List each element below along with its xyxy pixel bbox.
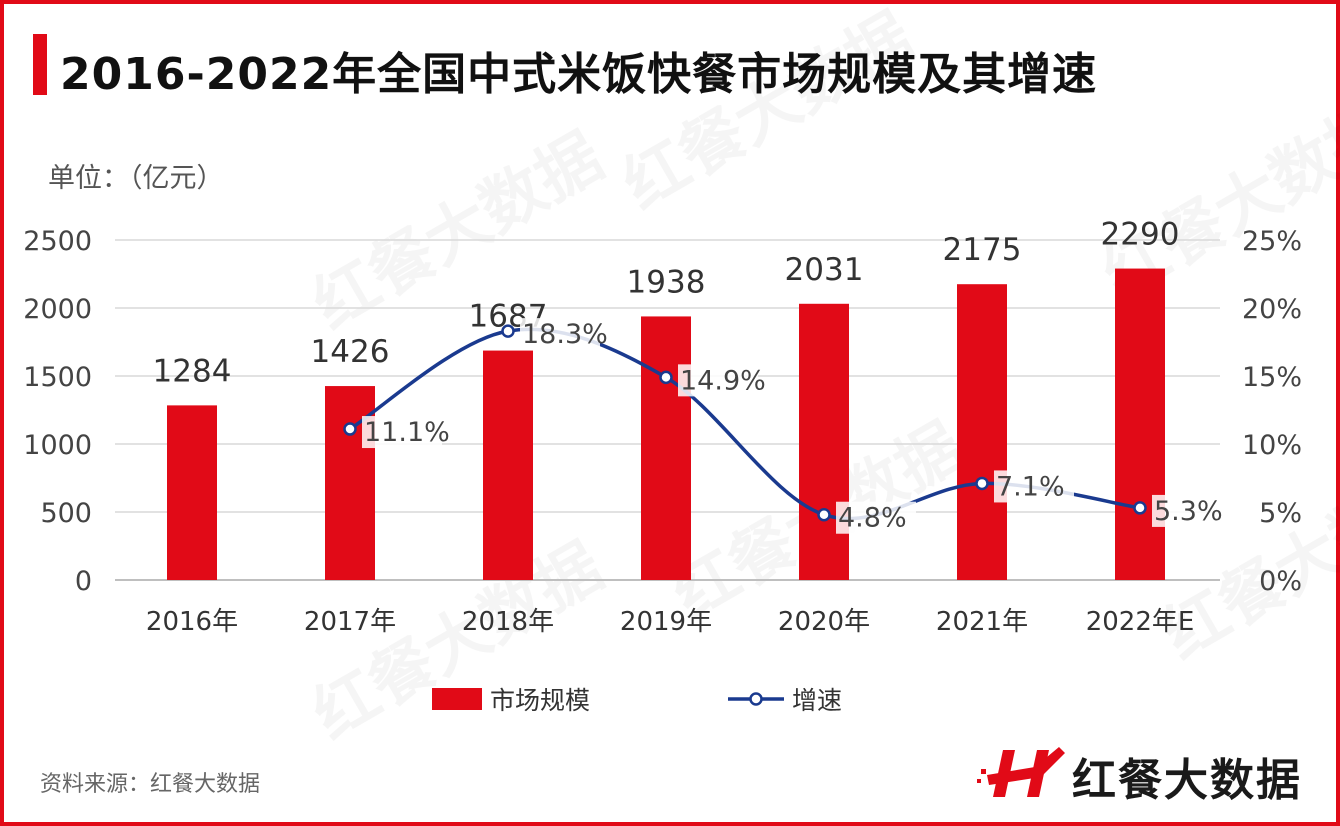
legend-line-label: 增速: [792, 686, 842, 715]
right-tick-label: 5%: [1259, 498, 1302, 529]
source-note: 资料来源：红餐大数据: [40, 772, 261, 797]
title-accent-bar: [33, 34, 47, 95]
x-tick-label: 2016年: [146, 607, 238, 637]
growth-point: [501, 324, 515, 338]
bar-value-label: 1284: [153, 353, 232, 389]
watermark: 红餐大数据: [301, 120, 615, 344]
x-tick-label: 2017年: [304, 607, 396, 637]
chart-title: 2016-2022年全国中式米饭快餐市场规模及其增速: [60, 49, 1098, 100]
bar: [167, 405, 217, 580]
bar: [641, 316, 691, 580]
growth-value-label: 18.3%: [522, 319, 608, 350]
growth-point: [975, 476, 989, 491]
growth-label-bg: [994, 470, 1074, 503]
right-tick-label: 10%: [1242, 430, 1302, 461]
left-tick-label: 1000: [23, 430, 92, 461]
left-tick-label: 1500: [23, 362, 92, 393]
legend-bar-swatch: [432, 688, 482, 710]
right-tick-label: 25%: [1242, 226, 1302, 257]
x-tick-label: 2020年: [778, 607, 870, 637]
x-tick-label: 2021年: [936, 607, 1028, 637]
bar-value-label: 2290: [1101, 217, 1180, 253]
left-tick-label: 0: [75, 566, 92, 597]
left-tick-label: 500: [40, 498, 92, 529]
bar: [1115, 268, 1165, 580]
right-tick-label: 15%: [1242, 362, 1302, 393]
right-tick-label: 0%: [1259, 566, 1302, 597]
growth-label-bg: [1152, 494, 1232, 527]
bar: [957, 284, 1007, 580]
growth-label-bg: [678, 364, 758, 397]
bar: [799, 303, 849, 580]
bar-value-label: 1426: [311, 334, 390, 370]
growth-line: [349, 327, 1141, 521]
bar: [483, 350, 533, 580]
x-tick-label: 2018年: [462, 607, 554, 637]
bar-value-label: 2031: [785, 252, 864, 288]
x-tick-label: 2019年: [620, 607, 712, 637]
growth-value-label: 5.3%: [1154, 496, 1223, 527]
watermark: 红餐大数据: [1151, 450, 1340, 674]
x-tick-label: 2022年E: [1086, 607, 1195, 637]
growth-label-bg: [836, 501, 916, 534]
growth-point: [1133, 501, 1147, 515]
watermark: 红餐大数据: [611, 0, 925, 224]
growth-point: [817, 507, 831, 522]
growth-value-label: 7.1%: [996, 471, 1065, 502]
left-tick-label: 2000: [23, 294, 92, 325]
left-tick-label: 2500: [23, 226, 92, 257]
growth-point: [343, 422, 357, 436]
growth-label-bg: [520, 318, 600, 351]
legend-bar-label: 市场规模: [490, 686, 590, 715]
unit-label: 单位：（亿元）: [48, 163, 224, 194]
bar-value-label: 2175: [943, 232, 1022, 268]
logo-h-icon: [977, 747, 1065, 797]
growth-label-bg: [362, 416, 442, 449]
logo-text: 红餐大数据: [1072, 755, 1302, 806]
right-tick-label: 20%: [1242, 294, 1302, 325]
growth-value-label: 4.8%: [838, 503, 907, 534]
growth-value-label: 14.9%: [680, 365, 766, 396]
growth-value-label: 11.1%: [364, 417, 450, 448]
legend-line-marker: [749, 692, 763, 706]
growth-point: [659, 370, 673, 385]
bar-value-label: 1938: [627, 264, 706, 300]
